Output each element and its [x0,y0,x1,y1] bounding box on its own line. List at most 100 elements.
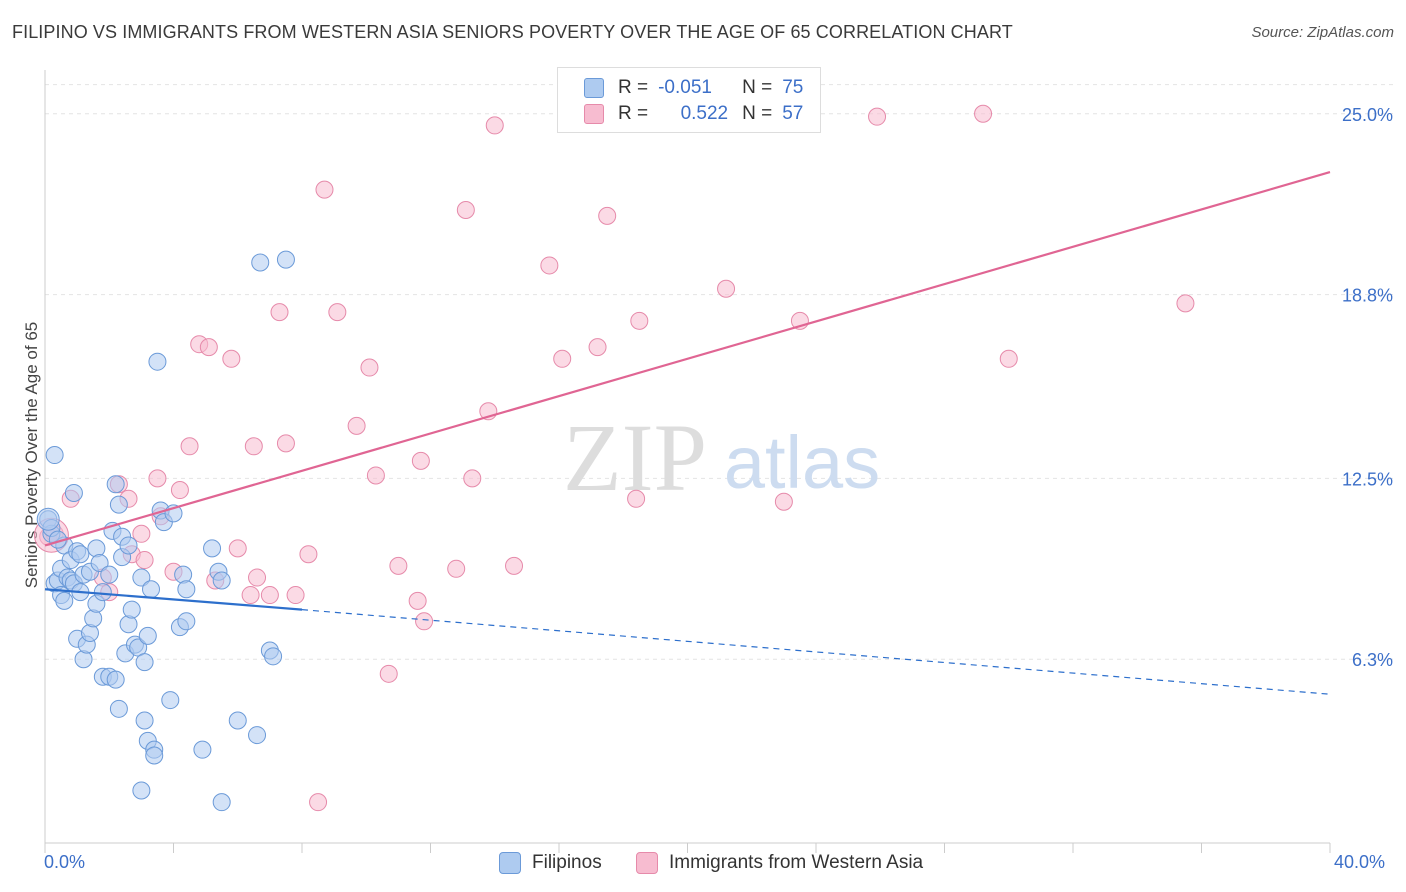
legend-label-filipinos: Filipinos [532,852,602,873]
x-tick-max: 40.0% [1334,852,1386,872]
legend-r-value: -0.051 [658,77,712,98]
filipinos-point [106,475,125,494]
filipinos-point [100,565,119,584]
immigrants-point [299,545,318,564]
series-filipinos-points [36,250,295,812]
filipinos-point [74,650,93,669]
immigrants-point [241,586,260,605]
watermark-atlas: atlas [724,421,880,504]
immigrants-point [286,586,305,605]
filipinos-point [212,793,231,812]
filipinos-point [135,653,154,672]
legend-label-immigrants: Immigrants from Western Asia [669,852,924,873]
legend-item-immigrants[interactable]: Immigrants from Western Asia [636,852,923,874]
immigrants-point [148,469,167,488]
immigrants-point [132,524,151,543]
legend-swatch-filipinos [499,852,521,874]
filipinos-point [145,746,164,765]
filipinos-point [203,539,222,558]
legend-item-filipinos[interactable]: Filipinos [499,852,602,874]
filipinos-point [276,250,295,269]
filipinos-point [64,483,83,502]
immigrants-point [360,358,379,377]
legend-swatch-blue [584,78,604,98]
filipinos-point [132,781,151,800]
immigrants-point [505,556,524,575]
legend-r-label: R = [618,103,649,124]
y-tick-label: 6.3% [1352,650,1393,670]
immigrants-point [222,349,241,368]
y-tick-label: 18.8% [1342,286,1393,306]
immigrants-point [180,437,199,456]
immigrants-point [170,481,189,500]
immigrants-point [447,559,466,578]
filipinos-point [138,626,157,645]
legend-swatch-immigrants [636,852,658,874]
immigrants-point [199,338,218,357]
immigrants-point [389,556,408,575]
legend-r-label: R = [618,77,649,98]
immigrants-point [347,416,366,435]
legend-n-value: 75 [782,77,804,98]
immigrants-point [248,568,267,587]
immigrants-point [408,591,427,610]
filipinos-point [142,580,161,599]
stats-legend: R = -0.051 N = 75 R = 0.522 N = 57 [557,67,821,133]
filipinos-point [55,591,74,610]
filipinos-point [122,600,141,619]
legend-swatch-pink [584,104,604,124]
filipinos-point [148,352,167,371]
filipinos-point [248,726,267,745]
filipinos-point [80,623,99,642]
filipinos-trend-solid [44,588,303,611]
source-label: Source: ZipAtlas.com [1251,24,1394,41]
immigrants-point [411,451,430,470]
immigrants-point [328,303,347,322]
immigrants-point [974,104,993,123]
immigrants-point [456,201,475,220]
immigrants-point [415,612,434,631]
series-legend: Filipinos Immigrants from Western Asia [0,852,1406,876]
axes [44,70,1331,853]
y-tick-label: 12.5% [1342,469,1393,489]
filipinos-point [90,553,109,572]
immigrants-point [540,256,559,275]
filipinos-point [87,539,106,558]
immigrants-point [309,793,328,812]
immigrants-point [270,303,289,322]
filipinos-point [119,536,138,555]
filipinos-point [193,740,212,759]
immigrants-trend [44,171,1331,547]
filipinos-point [106,670,125,689]
filipinos-point [177,612,196,631]
immigrants-point [228,539,247,558]
filipinos-point [132,568,151,587]
immigrants-point [553,349,572,368]
filipinos-point [71,545,90,564]
immigrants-point [774,492,793,511]
filipinos-point [161,691,180,710]
filipinos-point [135,711,154,730]
x-tick-min: 0.0% [44,852,86,872]
immigrants-point [717,279,736,298]
immigrants-point [244,437,263,456]
filipinos-point-large [36,507,60,531]
immigrants-point [630,311,649,330]
y-tick-labels: 6.3% 12.5% 18.8% 25.0% [1342,105,1393,670]
filipinos-point [251,253,270,272]
filipinos-point [174,565,193,584]
filipinos-point [109,495,128,514]
immigrants-point [379,664,398,683]
gridlines [45,84,1393,660]
immigrants-point [627,489,646,508]
immigrants-point [463,469,482,488]
immigrants-point [135,551,154,570]
filipinos-point [264,647,283,666]
filipinos-point [84,609,103,628]
legend-row-immigrants: R = 0.522 N = 57 [584,102,803,126]
immigrants-point [1176,294,1195,313]
trend-lines [44,171,1331,695]
immigrants-point [366,466,385,485]
filipinos-point [212,571,231,590]
